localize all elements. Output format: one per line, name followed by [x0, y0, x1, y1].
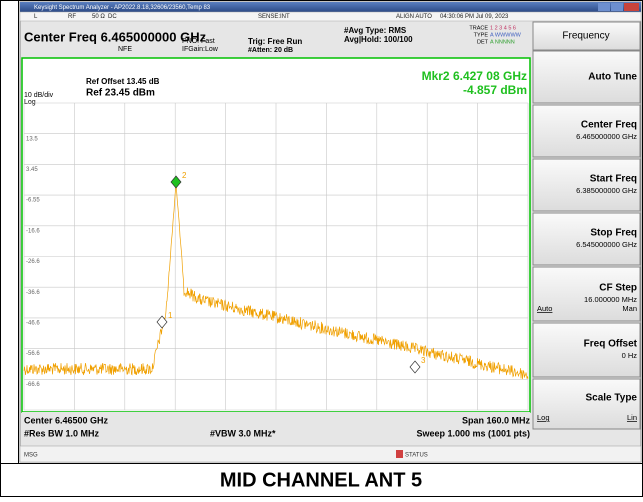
- marker: [170, 175, 182, 189]
- softkey-label: Scale Type: [585, 393, 637, 404]
- trace-values: 1 2 3 4 5 6: [490, 25, 516, 31]
- det-values: A NNNNN: [490, 39, 515, 45]
- type-values: A WWWWW: [490, 32, 522, 38]
- impedance: 50 Ω: [92, 14, 105, 20]
- input: L: [34, 14, 38, 20]
- marker: [409, 360, 421, 374]
- trace-line: [23, 183, 529, 380]
- softkey-value: 0 Hz: [622, 351, 638, 360]
- softkey-title: Frequency: [562, 31, 609, 42]
- y-label: -6.55: [26, 198, 40, 204]
- status-row: [19, 11, 642, 22]
- title-bar: [20, 2, 641, 12]
- scale: 10 dB/div: [24, 92, 54, 99]
- sweep: Sweep 1.000 ms (1001 pts): [416, 428, 530, 438]
- center-freq: Center Freq 6.465000000 GHz: [24, 29, 207, 44]
- y-label: -56.6: [26, 351, 40, 357]
- y-label: -36.6: [26, 290, 40, 296]
- ifgain: IFGain:Low: [182, 46, 219, 53]
- sense: SENSE:INT: [258, 14, 290, 20]
- softkey[interactable]: [532, 322, 641, 378]
- y-label: -46.6: [26, 320, 40, 326]
- marker-label: 2: [182, 171, 187, 180]
- trig: Trig: Free Run: [248, 37, 302, 46]
- marker-label: 1: [168, 311, 173, 320]
- softkey[interactable]: [532, 266, 641, 322]
- avg-hold: Avg|Hold: 100/100: [344, 35, 413, 44]
- softkey-label: Center Freq: [581, 120, 637, 131]
- window-title: Keysight Spectrum Analyzer - AP2022.8.18…: [34, 5, 211, 11]
- align: ALIGN AUTO: [396, 14, 432, 20]
- softkey[interactable]: [532, 158, 641, 212]
- softkey-label: CF Step: [599, 283, 637, 294]
- softkey-option: Man: [622, 304, 637, 313]
- footer: [22, 412, 530, 445]
- msg: MSG: [24, 453, 38, 459]
- softkey-value: 6.465000000 GHz: [576, 132, 637, 141]
- ref-offset: Ref Offset 13.45 dB: [86, 77, 160, 86]
- y-label: -26.6: [26, 259, 40, 265]
- type-label: TYPE: [474, 32, 489, 38]
- marker-label: 3: [421, 356, 426, 365]
- softkey-option: Auto: [537, 304, 552, 313]
- pno: PNO: Fast: [182, 38, 215, 45]
- span: Span 160.0 MHz: [462, 415, 531, 425]
- softkey-value: 6.545000000 GHz: [576, 240, 637, 249]
- trace-label: TRACE: [469, 25, 488, 31]
- avg-type: #Avg Type: RMS: [344, 26, 407, 35]
- softkey[interactable]: [532, 50, 641, 104]
- softkey-header: [532, 21, 641, 51]
- softkey-label: Auto Tune: [588, 72, 637, 83]
- caption: MID CHANNEL ANT 5: [220, 469, 422, 491]
- datetime: 04:30:06 PM Jul 09, 2023: [440, 14, 509, 20]
- softkey-label: Freq Offset: [584, 339, 638, 350]
- status: STATUS: [405, 453, 428, 459]
- ref-level: Ref 23.45 dBm: [86, 88, 155, 99]
- softkey-option: Log: [537, 413, 550, 422]
- rbw: #Res BW 1.0 MHz: [24, 428, 100, 438]
- y-label: -66.6: [26, 382, 40, 388]
- softkey[interactable]: [532, 104, 641, 158]
- marker: [156, 315, 168, 329]
- maximize-button[interactable]: [611, 3, 623, 11]
- close-button[interactable]: [624, 3, 639, 11]
- rf: RF: [68, 14, 76, 20]
- softkey-value: 6.385000000 GHz: [576, 186, 637, 195]
- marker-freq: Mkr2 6.427 08 GHz: [422, 69, 527, 83]
- y-label: -16.6: [26, 228, 40, 234]
- log-label: Log: [24, 99, 36, 106]
- softkey-label: Start Freq: [590, 174, 637, 185]
- status-bar: [19, 445, 642, 463]
- vbw: #VBW 3.0 MHz*: [210, 428, 276, 438]
- atten: #Atten: 20 dB: [248, 47, 293, 54]
- nfe: NFE: [118, 46, 132, 53]
- marker-level: -4.857 dBm: [463, 83, 527, 97]
- y-label: 13.5: [26, 136, 38, 142]
- softkey[interactable]: [532, 212, 641, 266]
- softkey-label: Stop Freq: [590, 228, 637, 239]
- softkey[interactable]: [532, 378, 641, 430]
- coupling: DC: [108, 14, 117, 20]
- softkey-value: 16.000000 MHz: [584, 295, 637, 304]
- det-label: DET: [477, 39, 489, 45]
- y-label: 3.45: [26, 167, 38, 173]
- status-icon: [396, 450, 403, 458]
- softkey-option: Lin: [627, 413, 637, 422]
- minimize-button[interactable]: [598, 3, 610, 11]
- center: Center 6.46500 GHz: [24, 415, 109, 425]
